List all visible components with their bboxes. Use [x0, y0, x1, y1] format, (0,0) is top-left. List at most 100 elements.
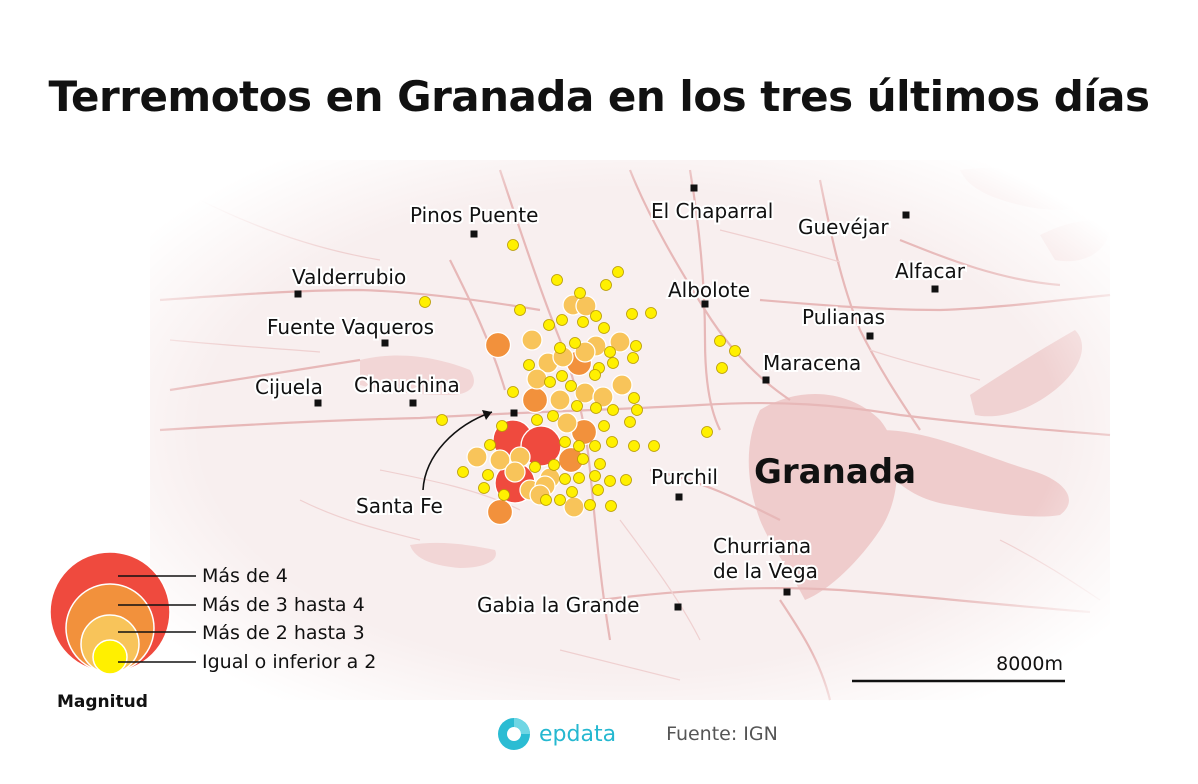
earthquake-marker[interactable] — [628, 392, 640, 404]
earthquake-marker[interactable] — [575, 295, 597, 317]
earthquake-marker[interactable] — [589, 369, 601, 381]
earthquake-marker[interactable] — [627, 352, 639, 364]
earthquake-marker[interactable] — [547, 410, 559, 422]
place-label: Gabia la Grande — [477, 593, 639, 617]
earthquake-marker[interactable] — [628, 440, 640, 452]
earthquake-marker[interactable] — [574, 287, 586, 299]
earthquake-marker[interactable] — [540, 494, 552, 506]
earthquake-marker[interactable] — [589, 440, 601, 452]
earthquake-marker[interactable] — [609, 331, 631, 353]
earthquake-marker[interactable] — [604, 346, 616, 358]
earthquake-marker[interactable] — [607, 404, 619, 416]
legend-label-le2: Igual o inferior a 2 — [202, 651, 376, 673]
earthquake-marker[interactable] — [478, 482, 490, 494]
place-marker — [931, 285, 939, 293]
earthquake-marker[interactable] — [598, 322, 610, 334]
earthquake-marker[interactable] — [611, 374, 633, 396]
earthquake-marker[interactable] — [554, 494, 566, 506]
earthquake-marker[interactable] — [577, 316, 589, 328]
earthquake-marker[interactable] — [631, 404, 643, 416]
earthquake-marker[interactable] — [592, 484, 604, 496]
earthquake-marker[interactable] — [729, 345, 741, 357]
earthquake-marker[interactable] — [571, 400, 583, 412]
earthquake-marker[interactable] — [605, 500, 617, 512]
earthquake-marker[interactable] — [569, 337, 581, 349]
earthquake-marker[interactable] — [466, 446, 488, 468]
place-label: Guevéjar — [798, 215, 889, 239]
earthquake-marker[interactable] — [543, 319, 555, 331]
earthquake-marker[interactable] — [521, 386, 549, 414]
earthquake-marker[interactable] — [544, 376, 556, 388]
earthquake-marker[interactable] — [484, 439, 496, 451]
earthquake-marker[interactable] — [701, 426, 713, 438]
earthquake-marker[interactable] — [514, 304, 526, 316]
earthquake-marker[interactable] — [566, 486, 578, 498]
earthquake-marker[interactable] — [607, 357, 619, 369]
place-marker — [783, 588, 791, 596]
earthquake-marker[interactable] — [573, 440, 585, 452]
earthquake-marker[interactable] — [523, 359, 535, 371]
earthquake-marker[interactable] — [531, 414, 543, 426]
earthquake-marker[interactable] — [436, 414, 448, 426]
earthquake-marker[interactable] — [548, 459, 560, 471]
earthquake-marker[interactable] — [626, 308, 638, 320]
place-marker — [674, 603, 682, 611]
earthquake-marker[interactable] — [574, 341, 596, 363]
earthquake-marker[interactable] — [645, 307, 657, 319]
earthquake-marker[interactable] — [549, 389, 571, 411]
earthquake-marker[interactable] — [526, 368, 548, 390]
earthquake-marker[interactable] — [554, 342, 566, 354]
earthquake-marker[interactable] — [484, 331, 512, 359]
earthquake-marker[interactable] — [565, 380, 577, 392]
earthquake-marker[interactable] — [563, 496, 585, 518]
earthquake-marker[interactable] — [630, 340, 642, 352]
earthquake-marker[interactable] — [620, 474, 632, 486]
map-base — [150, 160, 1111, 701]
earthquake-marker[interactable] — [648, 440, 660, 452]
place-marker — [762, 376, 770, 384]
earthquake-marker[interactable] — [577, 453, 589, 465]
earthquake-marker[interactable] — [457, 466, 469, 478]
place-label: Maracena — [763, 351, 861, 375]
earthquake-marker[interactable] — [598, 420, 610, 432]
epdata-logo[interactable]: epdata — [497, 717, 616, 751]
earthquake-marker[interactable] — [504, 461, 526, 483]
earthquake-marker[interactable] — [594, 458, 606, 470]
earthquake-marker[interactable] — [624, 416, 636, 428]
earthquake-marker[interactable] — [559, 436, 571, 448]
earthquake-marker[interactable] — [574, 382, 596, 404]
legend-title: Magnitud — [57, 692, 148, 712]
earthquake-marker[interactable] — [590, 402, 602, 414]
earthquake-marker[interactable] — [589, 470, 601, 482]
earthquake-marker[interactable] — [482, 469, 494, 481]
earthquake-marker[interactable] — [496, 420, 508, 432]
earthquake-marker[interactable] — [556, 314, 568, 326]
earthquake-marker[interactable] — [507, 239, 519, 251]
earthquake-marker[interactable] — [551, 274, 563, 286]
earthquake-marker[interactable] — [486, 498, 514, 526]
earthquake-marker[interactable] — [559, 473, 571, 485]
place-marker — [701, 300, 709, 308]
place-marker — [294, 290, 302, 298]
earthquake-marker[interactable] — [556, 370, 568, 382]
earthquake-marker[interactable] — [556, 412, 578, 434]
earthquake-marker[interactable] — [590, 310, 602, 322]
place-label: Pinos Puente — [410, 203, 538, 227]
earthquake-marker[interactable] — [419, 296, 431, 308]
earthquake-marker[interactable] — [612, 266, 624, 278]
earthquake-marker[interactable] — [604, 475, 616, 487]
earthquake-marker[interactable] — [529, 461, 541, 473]
earthquake-marker[interactable] — [521, 329, 543, 351]
earthquake-marker[interactable] — [714, 335, 726, 347]
earthquake-marker[interactable] — [507, 386, 519, 398]
earthquake-marker[interactable] — [606, 436, 618, 448]
earthquake-marker[interactable] — [573, 472, 585, 484]
earthquake-marker[interactable] — [600, 279, 612, 291]
earthquake-marker[interactable] — [592, 386, 614, 408]
place-marker — [314, 399, 322, 407]
earthquake-marker[interactable] — [584, 499, 596, 511]
earthquake-marker[interactable] — [716, 362, 728, 374]
source-text: Fuente: IGN — [666, 723, 778, 745]
earthquake-marker[interactable] — [498, 489, 510, 501]
